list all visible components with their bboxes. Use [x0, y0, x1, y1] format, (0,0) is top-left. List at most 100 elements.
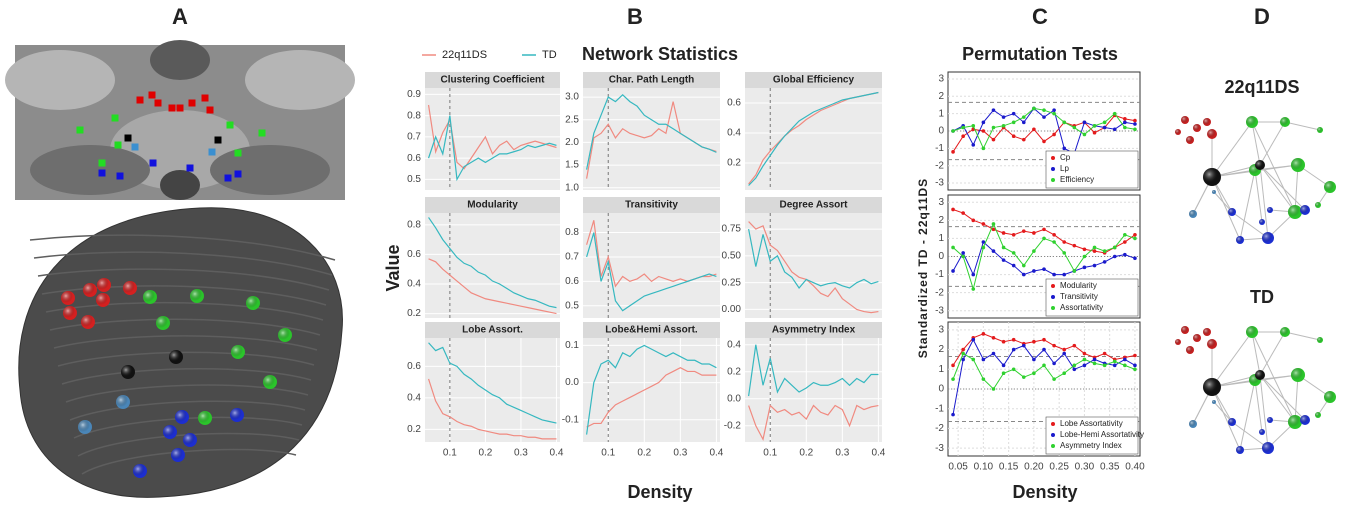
point: [1062, 348, 1066, 352]
point: [1022, 264, 1026, 268]
node-shine: [1262, 232, 1274, 244]
point: [1002, 124, 1006, 128]
roi-marker: [117, 173, 124, 180]
roi-marker: [99, 160, 106, 167]
point: [1062, 352, 1066, 356]
point: [951, 150, 955, 154]
point: [1093, 358, 1097, 362]
node-shine: [1300, 205, 1310, 215]
roi-marker: [115, 142, 122, 149]
network-edge: [1295, 375, 1298, 422]
strip-title: Global Efficiency: [773, 75, 855, 86]
x-tick-label: 0.15: [999, 462, 1019, 473]
y-tick-label: -2: [935, 160, 944, 171]
y-tick-label: 0: [938, 384, 944, 395]
legend-label: Assortativity: [1060, 303, 1103, 312]
y-tick-label: 0.9: [407, 89, 421, 100]
legend-label: Lp: [1060, 164, 1069, 173]
x-tick-label: 0.05: [948, 462, 968, 473]
node-shine: [1246, 326, 1258, 338]
x-tick-label-group: 0.35: [1100, 462, 1120, 473]
node-shine: [1315, 202, 1321, 208]
sphere-shine: [78, 420, 92, 434]
roi-marker: [259, 130, 266, 137]
point: [1073, 126, 1077, 130]
y-tick-label: 0: [938, 126, 944, 137]
y-tick-label: 0.4: [727, 339, 741, 350]
node-shine: [1324, 181, 1336, 193]
point: [1012, 264, 1016, 268]
point: [1123, 358, 1127, 362]
sphere-shine: [63, 306, 77, 320]
point: [1032, 231, 1036, 235]
legend-label: Efficiency: [1060, 175, 1094, 184]
x-tick-label: 0.1: [763, 448, 777, 459]
node-shine: [1288, 205, 1302, 219]
point: [1123, 126, 1127, 130]
network-edge: [1214, 402, 1232, 422]
y-tick-label: -0.1: [562, 414, 580, 425]
point: [982, 121, 986, 125]
point: [1022, 115, 1026, 119]
point: [1133, 364, 1137, 368]
legend-marker: [1051, 284, 1055, 288]
point: [1133, 233, 1137, 237]
point: [1083, 247, 1087, 251]
legend-label: Asymmetry Index: [1060, 441, 1122, 450]
panel-title: Permutation Tests: [962, 44, 1118, 64]
sphere-shine: [169, 350, 183, 364]
point: [971, 219, 975, 223]
y-tick-label: 2.0: [565, 137, 579, 148]
chart: Clustering Coefficient0.50.60.70.80.922q…: [407, 49, 560, 190]
point: [1052, 377, 1056, 381]
point: [1052, 240, 1056, 244]
roi-marker: [112, 115, 119, 122]
point: [1093, 362, 1097, 366]
roi-marker: [149, 92, 156, 99]
point: [961, 211, 965, 215]
chart: Lobe&Hemi Assort.-0.10.00.10.10.20.30.4: [562, 322, 724, 459]
point: [971, 273, 975, 277]
legend-marker: [1051, 295, 1055, 299]
point: [1042, 228, 1046, 232]
y-tick-label: 0.00: [722, 304, 742, 315]
y-tick-label: 1: [938, 108, 944, 119]
point: [971, 143, 975, 147]
node-shine: [1267, 417, 1273, 423]
node-shine: [1267, 207, 1273, 213]
network-edge: [1260, 122, 1285, 165]
point: [1022, 344, 1026, 348]
roi-marker: [125, 135, 132, 142]
point: [1022, 229, 1026, 233]
y-tick-label: 2.5: [565, 114, 579, 125]
point: [1123, 240, 1127, 244]
point: [961, 126, 965, 130]
point: [992, 138, 996, 142]
x-tick-label: 0.4: [709, 448, 723, 459]
y-tick-label: 0.0: [727, 393, 741, 404]
network-edge: [1212, 177, 1240, 240]
chart: Modularity0.20.40.60.8: [407, 197, 560, 319]
strip-title: Asymmetry Index: [772, 325, 856, 336]
panel-label: C: [1032, 4, 1048, 29]
node-shine: [1193, 334, 1201, 342]
sphere-shine: [83, 283, 97, 297]
node-shine: [1181, 116, 1189, 124]
network-edge: [1260, 332, 1285, 375]
point: [1012, 348, 1016, 352]
point: [1012, 338, 1016, 342]
sphere-shine: [116, 395, 130, 409]
point: [1133, 257, 1137, 261]
y-tick-label: 0.8: [407, 219, 421, 230]
point: [1002, 364, 1006, 368]
point: [1103, 364, 1107, 368]
point: [971, 287, 975, 291]
node-shine: [1300, 415, 1310, 425]
point: [971, 338, 975, 342]
point: [982, 358, 986, 362]
roi-marker: [235, 171, 242, 178]
point: [1042, 338, 1046, 342]
y-tick-label: 0.2: [727, 366, 741, 377]
sphere-shine: [121, 365, 135, 379]
point: [1002, 231, 1006, 235]
